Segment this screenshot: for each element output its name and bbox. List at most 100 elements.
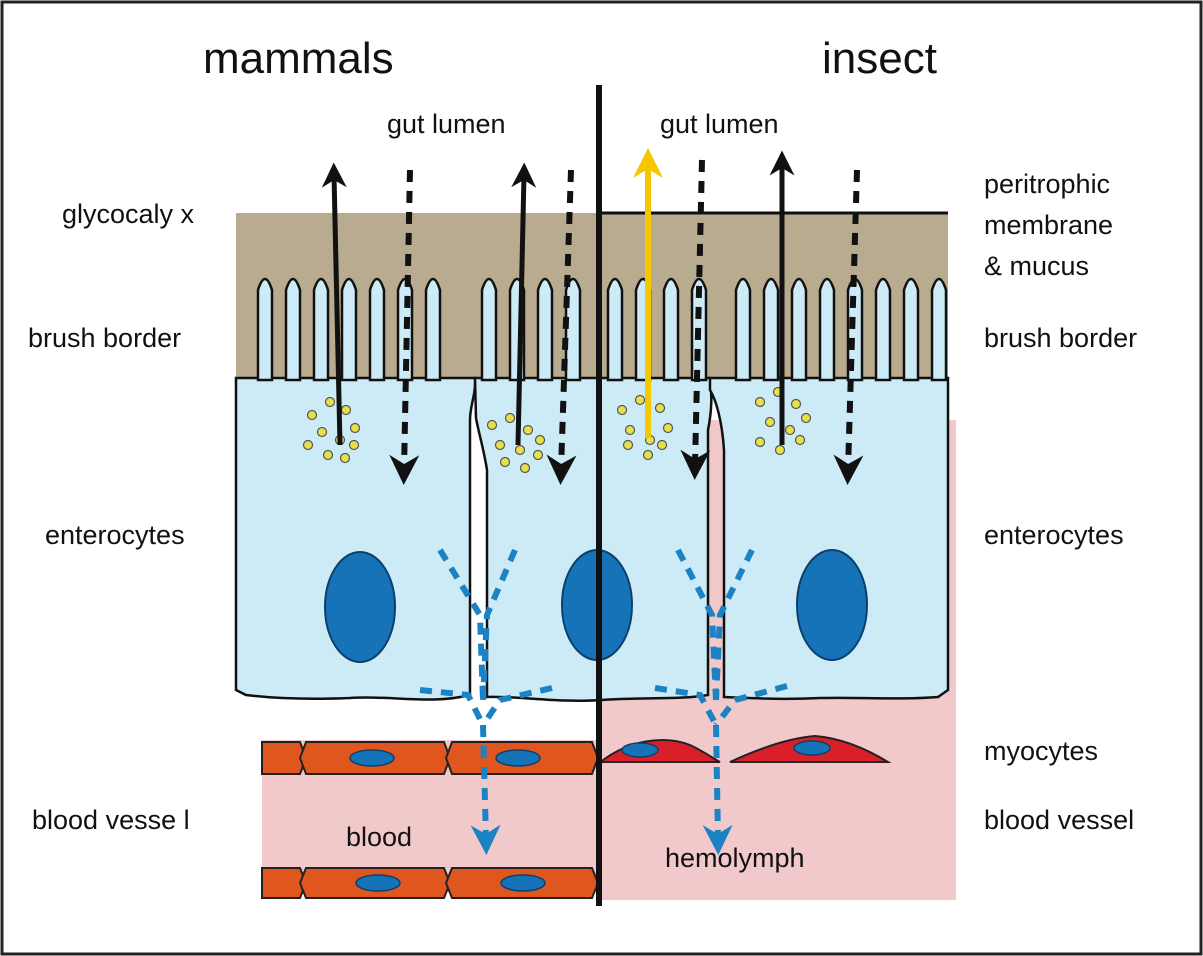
vesicle [349, 422, 361, 434]
microvillus [564, 277, 582, 382]
myocyte-nucleus [621, 742, 659, 758]
vesicle [800, 412, 812, 424]
vesicle [494, 439, 506, 451]
endothelial-cell-row-top [261, 741, 600, 775]
label-peritrophic: peritrophic [984, 169, 1110, 199]
label-enterocytes-left: enterocytes [45, 520, 185, 550]
microvillus [424, 277, 442, 382]
endothelial-nucleus [355, 874, 401, 892]
microvillus [662, 277, 680, 382]
dashed-arrow-down [546, 169, 577, 485]
black-arrow-up [321, 162, 347, 446]
vesicle [504, 412, 516, 424]
microvillus [340, 277, 358, 382]
myocyte-nucleus [793, 740, 831, 756]
vesicle [534, 434, 546, 446]
microvillus [818, 277, 836, 382]
endothelial-cell-row-bottom [261, 867, 600, 899]
vesicle [306, 409, 318, 421]
dashed-black-arrows [389, 159, 864, 485]
microvillus [480, 277, 498, 382]
vesicle [754, 396, 766, 408]
vesicle [654, 402, 666, 414]
endothelial-nucleus [495, 749, 541, 767]
vesicle [754, 436, 766, 448]
label-gut-lumen-right: gut lumen [660, 109, 779, 139]
dashed-arrow-down [680, 159, 711, 480]
vesicle [532, 449, 544, 461]
dashed-arrow-down [833, 169, 864, 485]
label-myocytes: myocytes [984, 736, 1098, 766]
blue-dashed-arrow-down [470, 724, 501, 855]
microvillus [762, 277, 780, 382]
black-arrows [321, 150, 795, 446]
vesicle [634, 394, 646, 406]
microvillus [606, 277, 624, 382]
label-gut-lumen-left: gut lumen [387, 109, 506, 139]
vesicle [774, 444, 786, 456]
endothelial-nucleus [500, 874, 546, 892]
vesicle [340, 404, 352, 416]
microvillus [536, 277, 554, 382]
vesicle [519, 462, 531, 474]
blue-dashed-arrow-down [702, 724, 733, 855]
vesicle [348, 439, 360, 451]
myocytes-group [602, 734, 892, 763]
vesicle [616, 404, 628, 416]
blue-dashed-path [713, 548, 755, 701]
blue-dashed-path [419, 687, 486, 727]
blue-dashed-path [480, 548, 518, 701]
endothelium [261, 741, 600, 899]
label-mucus: & mucus [984, 251, 1089, 281]
vesicle [794, 434, 806, 446]
enterocyte-cell [708, 376, 950, 701]
label-glycocalyx: glycocaly x [62, 199, 195, 229]
dashed-arrow-down [389, 169, 420, 485]
nucleus [324, 551, 396, 663]
vesicle [514, 444, 526, 456]
vesicle [302, 439, 314, 451]
label-hemolymph: hemolymph [665, 843, 805, 873]
vesicle [764, 416, 776, 428]
vesicle [624, 424, 636, 436]
heading-mammals: mammals [203, 34, 394, 83]
vesicle [622, 439, 634, 451]
heading-insect: insect [822, 34, 937, 83]
microvillus [284, 277, 302, 382]
vesicle [322, 449, 334, 461]
vesicle [339, 452, 351, 464]
vesicle [662, 422, 674, 434]
label-brush-border-left: brush border [28, 323, 181, 353]
vesicle [790, 398, 802, 410]
vesicle [316, 426, 328, 438]
label-blood-vessel-left: blood vesse l [32, 805, 190, 835]
vesicle [486, 419, 498, 431]
label-brush-border-right: brush border [984, 323, 1137, 353]
microvillus [312, 277, 330, 382]
microvillus [368, 277, 386, 382]
vesicle [784, 424, 796, 436]
blue-dashed-path [713, 683, 788, 727]
label-blood: blood [346, 822, 412, 852]
microvillus [734, 277, 752, 382]
nucleus [796, 549, 868, 661]
microvillus [790, 277, 808, 382]
label-membrane: membrane [984, 210, 1113, 240]
black-arrow-up [511, 162, 537, 446]
vesicles [302, 386, 812, 474]
microvillus [930, 277, 948, 382]
blue-dashed-path [654, 685, 719, 727]
label-blood-vessel-right: blood vessel [984, 805, 1134, 835]
vesicle [642, 449, 654, 461]
vesicle [324, 396, 336, 408]
microvillus [256, 277, 274, 382]
microvillus [902, 277, 920, 382]
microvillus [874, 277, 892, 382]
label-enterocytes-right: enterocytes [984, 520, 1124, 550]
blue-dashed-path [480, 685, 553, 727]
vesicle [656, 439, 668, 451]
vesicle [522, 424, 534, 436]
